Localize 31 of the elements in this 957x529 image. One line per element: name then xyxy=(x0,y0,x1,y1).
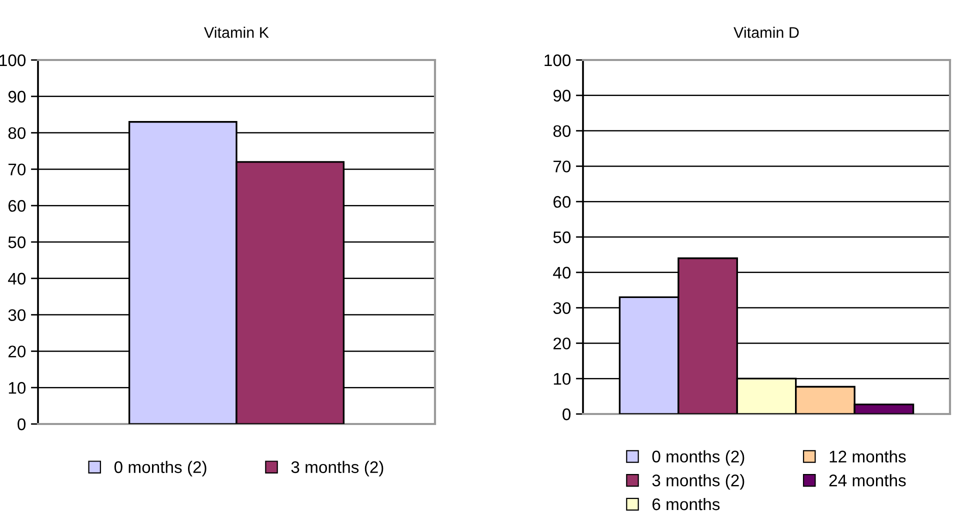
y-tick-label: 0 xyxy=(562,408,571,420)
y-tick-label: 40 xyxy=(553,266,571,279)
chart-title: Vitamin K xyxy=(204,26,269,38)
legend-label: 6 months xyxy=(652,498,720,510)
y-tick-label: 70 xyxy=(8,164,26,176)
y-tick-label: 90 xyxy=(553,90,571,102)
legend-label: 24 months xyxy=(829,474,906,486)
y-tick-label: 80 xyxy=(8,127,26,140)
y-tick-label: 60 xyxy=(8,200,26,212)
y-tick-label: 10 xyxy=(554,373,571,385)
y-tick-label: 90 xyxy=(8,90,26,103)
y-tick-label: 10 xyxy=(8,382,26,394)
y-tick-label: 70 xyxy=(554,160,571,172)
legend-label: 0 months (2) xyxy=(652,450,744,466)
legend-label: 3 months (2) xyxy=(291,460,384,476)
y-tick-label: 60 xyxy=(554,196,571,208)
y-tick-label: 30 xyxy=(553,302,571,314)
legend-label: 3 months (2) xyxy=(652,474,744,490)
y-tick-label: 20 xyxy=(553,338,571,350)
legend-label: 0 months (2) xyxy=(114,460,206,476)
y-tick-label: 100 xyxy=(544,54,571,66)
y-tick-label: 100 xyxy=(0,54,26,66)
y-tick-label: 80 xyxy=(553,125,571,138)
y-tick-label: 40 xyxy=(8,272,26,285)
y-tick-label: 0 xyxy=(18,418,26,430)
y-tick-label: 50 xyxy=(8,236,26,248)
chart-title: Vitamin D xyxy=(734,26,799,38)
y-tick-label: 20 xyxy=(8,346,26,358)
y-tick-label: 30 xyxy=(8,309,26,322)
legend-label: 12 months xyxy=(830,450,906,462)
y-tick-label: 50 xyxy=(553,231,571,244)
